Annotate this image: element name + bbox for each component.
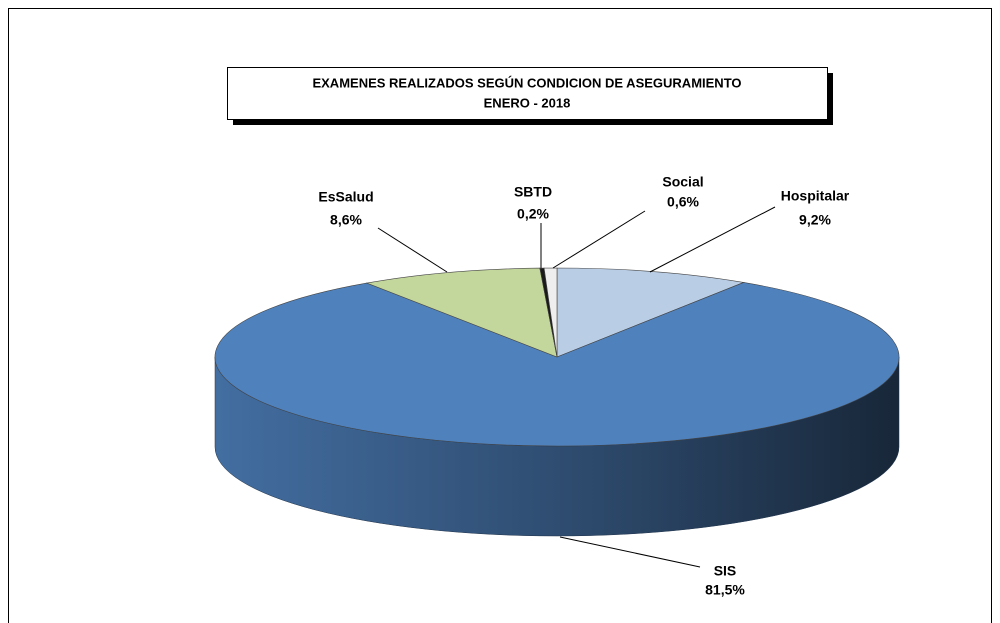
slice-value-label: 9,2% [799,212,831,228]
slice-value-label: 8,6% [330,212,362,228]
slice-label: SIS [714,563,737,579]
slice-label: SBTD [514,184,552,200]
slice-value-label: 81,5% [705,582,745,598]
pie-slice [214,282,900,447]
pie [214,267,900,537]
pie-slice [365,267,558,358]
leader-line [649,206,776,273]
title-box [227,67,828,120]
chart-title: EXAMENES REALIZADOS SEGÚN CONDICION DE A… [312,75,741,90]
pie-slice [556,267,745,358]
slice-label: Social [662,174,703,190]
slice-value-label: 0,2% [517,206,549,222]
pie-slice [543,267,558,358]
leader-line [377,227,448,273]
leader-line [552,210,646,269]
chart-subtitle: ENERO - 2018 [484,95,571,110]
slice-label: EsSalud [318,189,373,205]
slice-label: Hospitalar [781,188,850,204]
leader-line [559,536,701,568]
slice-value-label: 0,6% [667,194,699,210]
